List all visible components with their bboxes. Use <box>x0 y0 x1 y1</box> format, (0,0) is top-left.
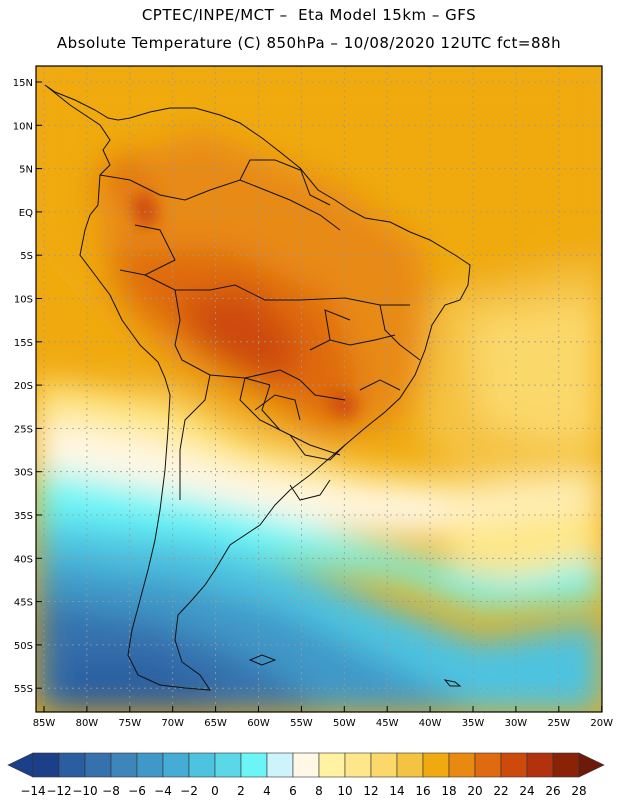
colorbar-label: 20 <box>467 784 482 798</box>
colorbar-box <box>32 752 60 778</box>
latitude-label: 30S <box>14 468 33 479</box>
latitude-label: 25S <box>14 424 33 435</box>
colorbar-box <box>474 752 502 778</box>
colorbar-box <box>448 752 476 778</box>
longitude-label: 60W <box>247 718 270 729</box>
colorbar-box <box>214 752 242 778</box>
colorbar-label: 18 <box>441 784 456 798</box>
longitude-label: 70W <box>161 718 184 729</box>
longitude-label: 65W <box>204 718 227 729</box>
longitude-label: 45W <box>376 718 399 729</box>
longitude-label: 85W <box>33 718 56 729</box>
longitude-label: 20W <box>590 718 613 729</box>
colorbar-box <box>422 752 450 778</box>
map-title-line-2: Absolute Temperature (C) 850hPa – 10/08/… <box>56 34 562 52</box>
map-title-line-1: CPTEC/INPE/MCT – Eta Model 15km – GFS <box>141 6 477 24</box>
colorbar-label: 12 <box>363 784 378 798</box>
colorbar-box <box>526 752 554 778</box>
latitude-label: 35S <box>14 511 33 522</box>
colorbar-box <box>266 752 294 778</box>
graticule <box>36 66 602 712</box>
latitude-label: 40S <box>14 554 33 565</box>
colorbar-box <box>344 752 372 778</box>
latitude-label: 5S <box>20 251 33 262</box>
colorbar-label: 2 <box>237 784 245 798</box>
latitude-label: 10N <box>13 121 33 132</box>
latitude-label: 10S <box>14 295 33 306</box>
colorbar-high-triangle <box>578 752 605 778</box>
colorbar-label: 14 <box>389 784 404 798</box>
longitude-label: 40W <box>419 718 442 729</box>
colorbar-label: −6 <box>128 784 146 798</box>
latitude-label: 15S <box>14 338 33 349</box>
colorbar-label: −12 <box>46 784 71 798</box>
colorbar-box <box>58 752 86 778</box>
colorbar-label: −4 <box>154 784 172 798</box>
longitude-label: 35W <box>462 718 485 729</box>
colorbar-label: 22 <box>493 784 508 798</box>
longitude-label: 50W <box>333 718 356 729</box>
latitude-label: 50S <box>14 641 33 652</box>
colorbar-label: 8 <box>315 784 323 798</box>
colorbar-label: −14 <box>20 784 45 798</box>
longitude-label: 80W <box>76 718 99 729</box>
colorbar-box <box>396 752 424 778</box>
longitude-label: 75W <box>118 718 141 729</box>
colorbar-box <box>188 752 216 778</box>
colorbar-box <box>318 752 346 778</box>
colorbar-label: 6 <box>289 784 297 798</box>
colorbar-box <box>84 752 112 778</box>
colorbar-low-triangle <box>7 752 34 778</box>
colorbar-label: 26 <box>545 784 560 798</box>
longitude-labels: 85W 80W 75W 70W 65W 60W 55W 50W 45W 40W 35W 30W 25W 2… <box>33 706 613 729</box>
colorbar-label: 28 <box>571 784 586 798</box>
colorbar-box <box>162 752 190 778</box>
map-frame <box>35 65 603 713</box>
latitude-label: 20S <box>14 381 33 392</box>
colorbar-box <box>136 752 164 778</box>
longitude-label: 30W <box>505 718 528 729</box>
colorbar-label: 4 <box>263 784 271 798</box>
colorbar-label: 24 <box>519 784 534 798</box>
colorbar-box <box>110 752 138 778</box>
colorbar-box <box>500 752 528 778</box>
temperature-field <box>36 66 602 712</box>
colorbar-label: −8 <box>102 784 120 798</box>
colorbar-box <box>370 752 398 778</box>
colorbar-label: 0 <box>211 784 219 798</box>
latitude-labels: 15N 10N 5N EQ 5S 10S 15S 20S 25S 30S 35S 40S 45S 50S 5… <box>13 78 42 695</box>
longitude-label: 55W <box>290 718 313 729</box>
latitude-label: 55S <box>14 684 33 695</box>
colorbar-box <box>240 752 268 778</box>
latitude-label: 45S <box>14 598 33 609</box>
colorbar-label: −10 <box>72 784 97 798</box>
continent-outline <box>44 84 471 691</box>
color-scale-bar: −14 −12 −10 −8 −6 −4 −2 0 2 4 6 8 10 12 14 16 18 20 22 24 26… <box>7 752 605 798</box>
colorbar-label: −2 <box>180 784 198 798</box>
colorbar-label: 10 <box>337 784 352 798</box>
latitude-label: 15N <box>13 78 33 89</box>
colorbar-box <box>552 752 580 778</box>
colorbar-label: 16 <box>415 784 430 798</box>
latitude-label: EQ <box>19 208 33 219</box>
longitude-label: 25W <box>547 718 570 729</box>
colorbar-box <box>292 752 320 778</box>
latitude-label: 5N <box>19 165 33 176</box>
